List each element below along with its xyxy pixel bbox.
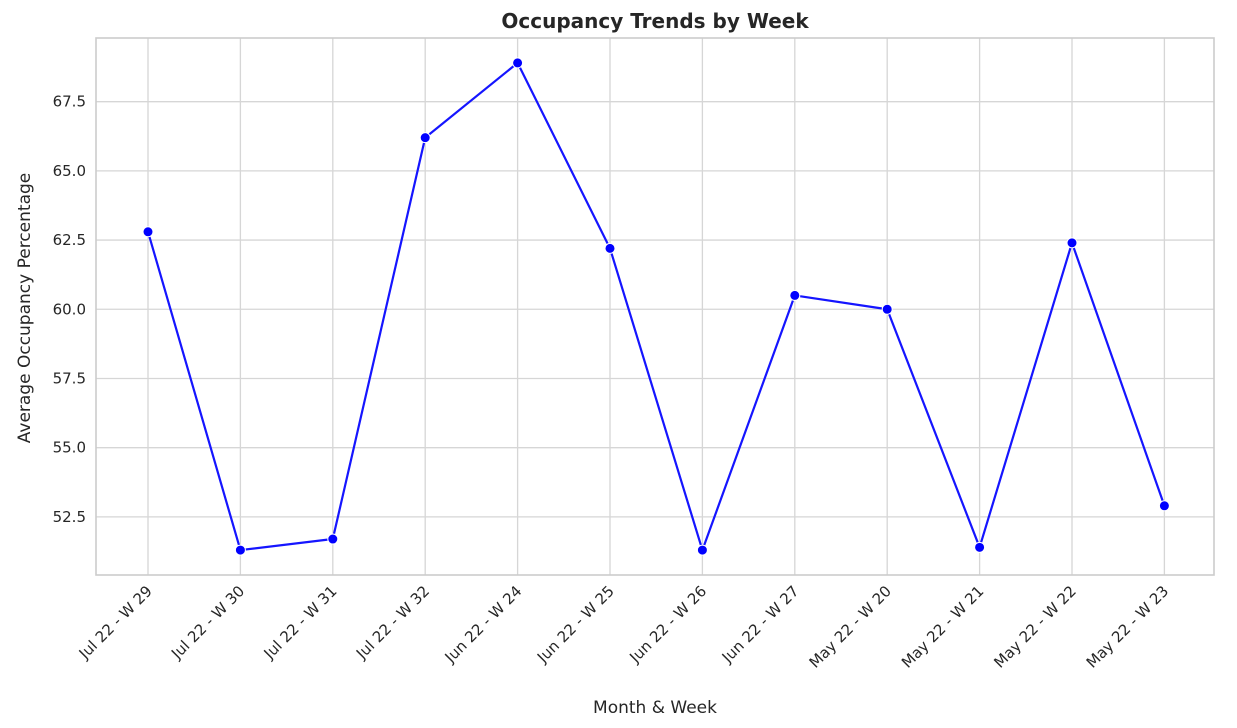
x-tick-label: Jul 22 - W 32: [352, 582, 433, 663]
y-axis-label: Average Occupancy Percentage: [15, 173, 35, 444]
data-point: [881, 303, 893, 315]
x-tick-label: May 22 - W 23: [1083, 582, 1172, 671]
y-tick-label: 60.0: [53, 300, 86, 318]
x-tick-label: May 22 - W 22: [990, 582, 1079, 671]
data-point: [419, 132, 431, 144]
x-tick-label: May 22 - W 21: [898, 582, 987, 671]
data-points: [142, 57, 1170, 556]
y-tick-label: 62.5: [53, 231, 86, 249]
x-tick-label: Jun 22 - W 27: [718, 582, 803, 667]
data-point: [142, 226, 154, 238]
x-tick-label: Jul 22 - W 31: [260, 582, 341, 663]
data-point: [696, 544, 708, 556]
x-tick-label: Jun 22 - W 24: [441, 582, 526, 667]
plot-frame: [95, 37, 1215, 576]
data-point: [604, 242, 616, 254]
data-point: [1158, 500, 1170, 512]
data-point: [512, 57, 524, 69]
data-point: [1066, 237, 1078, 249]
data-point: [789, 289, 801, 301]
chart-title: Occupancy Trends by Week: [501, 9, 809, 33]
x-tick-label: Jul 22 - W 30: [167, 582, 248, 663]
y-tick-label: 52.5: [53, 508, 86, 526]
x-tick-label: May 22 - W 20: [806, 582, 895, 671]
data-point: [327, 533, 339, 545]
data-point: [234, 544, 246, 556]
y-tick-label: 67.5: [53, 93, 86, 111]
x-axis-label: Month & Week: [593, 698, 717, 718]
series-line: [146, 61, 1166, 552]
x-tick-labels: Jul 22 - W 29 Jul 22 - W 30 Jul 22 - W 31 J…: [75, 582, 1172, 671]
y-tick-label: 57.5: [53, 369, 86, 387]
data-point: [974, 541, 986, 553]
x-tick-label: Jul 22 - W 29: [75, 582, 156, 663]
y-tick-label: 65.0: [53, 162, 86, 180]
y-tick-labels: 52.5 55.0 57.5 60.0 62.5 65.0 67.5: [53, 93, 86, 526]
x-tick-label: Jun 22 - W 25: [533, 582, 618, 667]
y-tick-label: 55.0: [53, 439, 86, 457]
grid-lines: [96, 38, 1214, 575]
series-line-group: [146, 61, 1166, 552]
x-tick-label: Jun 22 - W 26: [625, 582, 710, 667]
